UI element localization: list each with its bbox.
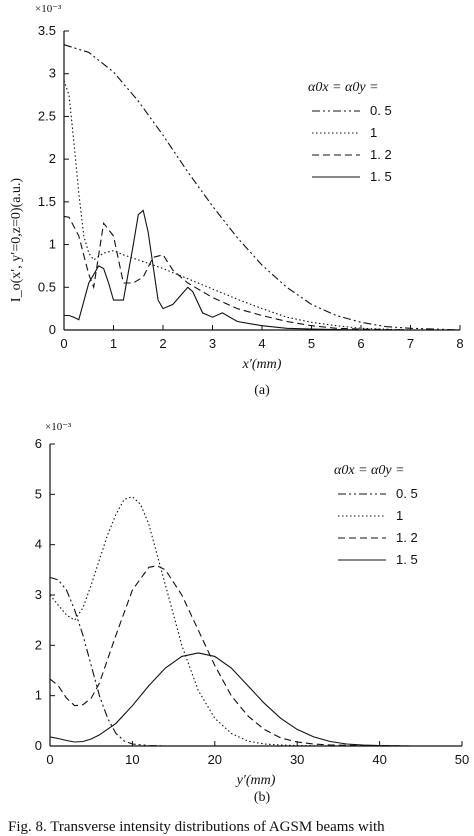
x-tick-label: 40 (372, 752, 386, 767)
legend-entry: 1. 5 (370, 169, 392, 184)
y-scale-note: ×10⁻³ (45, 421, 72, 433)
x-tick-label: 50 (455, 752, 469, 767)
x-tick-label: 2 (159, 336, 166, 351)
x-tick-label: 10 (125, 752, 139, 767)
series-line (64, 209, 362, 331)
x-tick-label: 3 (209, 336, 216, 351)
legend-title: α0x = α0y = (334, 463, 405, 478)
panel-label: (a) (254, 383, 270, 398)
legend-title: α0x = α0y = (308, 80, 379, 95)
x-tick-label: 6 (357, 336, 364, 351)
x-tick-label: 5 (308, 336, 315, 351)
x-tick-label: 20 (208, 752, 222, 767)
y-tick-label: 2 (35, 637, 42, 652)
y-scale-note: ×10⁻³ (35, 3, 62, 15)
series-line (63, 215, 411, 331)
x-tick-label: 0 (46, 752, 53, 767)
chart-panel-a: 0 1 2 3 4 5 6 7 8 0 0.5 1 1.5 2 2.5 3 3.5 ×10⁻³ x′(mm) I_o(… (9, 3, 464, 398)
series-line (63, 80, 460, 331)
y-tick-label: 6 (35, 436, 42, 451)
x-axis-label: y′(mm) (235, 773, 276, 788)
y-tick-label: 0.5 (38, 279, 56, 294)
panel-label: (b) (254, 790, 271, 805)
x-tick-label: 4 (258, 336, 265, 351)
series-line (63, 44, 461, 331)
y-tick-label: 5 (35, 486, 42, 501)
legend-entry: 0. 5 (396, 486, 418, 501)
y-tick-label: 0 (49, 322, 56, 337)
x-tick-label: 30 (290, 752, 304, 767)
legend-entry: 0. 5 (370, 103, 392, 118)
y-tick-label: 1 (49, 237, 56, 252)
x-tick-label: 8 (456, 336, 463, 351)
series-line (49, 652, 413, 747)
legend-entry: 1. 2 (370, 147, 392, 162)
x-axis-label: x′(mm) (242, 357, 282, 372)
legend-entry: 1. 2 (396, 530, 418, 545)
y-axis-label: I_o(x′, y′=0,z=0)(a.u.) (9, 178, 24, 302)
y-tick-label: 4 (35, 537, 42, 552)
series-line (49, 576, 166, 747)
y-tick-label: 1 (35, 688, 42, 703)
y-tick-label: 2 (49, 151, 56, 166)
y-tick-label: 1.5 (38, 194, 56, 209)
legend-entry: 1 (370, 125, 377, 140)
x-tick-label: 7 (407, 336, 414, 351)
x-tick-label: 0 (60, 336, 67, 351)
legend-entry: 1 (396, 508, 403, 523)
y-tick-label: 3 (35, 587, 42, 602)
series-line (49, 496, 380, 747)
legend-entry: 1. 5 (396, 552, 418, 567)
y-tick-label: 0 (35, 738, 42, 753)
figure-caption: Fig. 8. Transverse intensity distributio… (8, 819, 385, 835)
y-tick-label: 3 (49, 66, 56, 81)
series-line (49, 565, 413, 747)
y-tick-label: 2.5 (38, 108, 56, 123)
x-tick-label: 1 (110, 336, 117, 351)
y-tick-label: 3.5 (38, 23, 56, 38)
